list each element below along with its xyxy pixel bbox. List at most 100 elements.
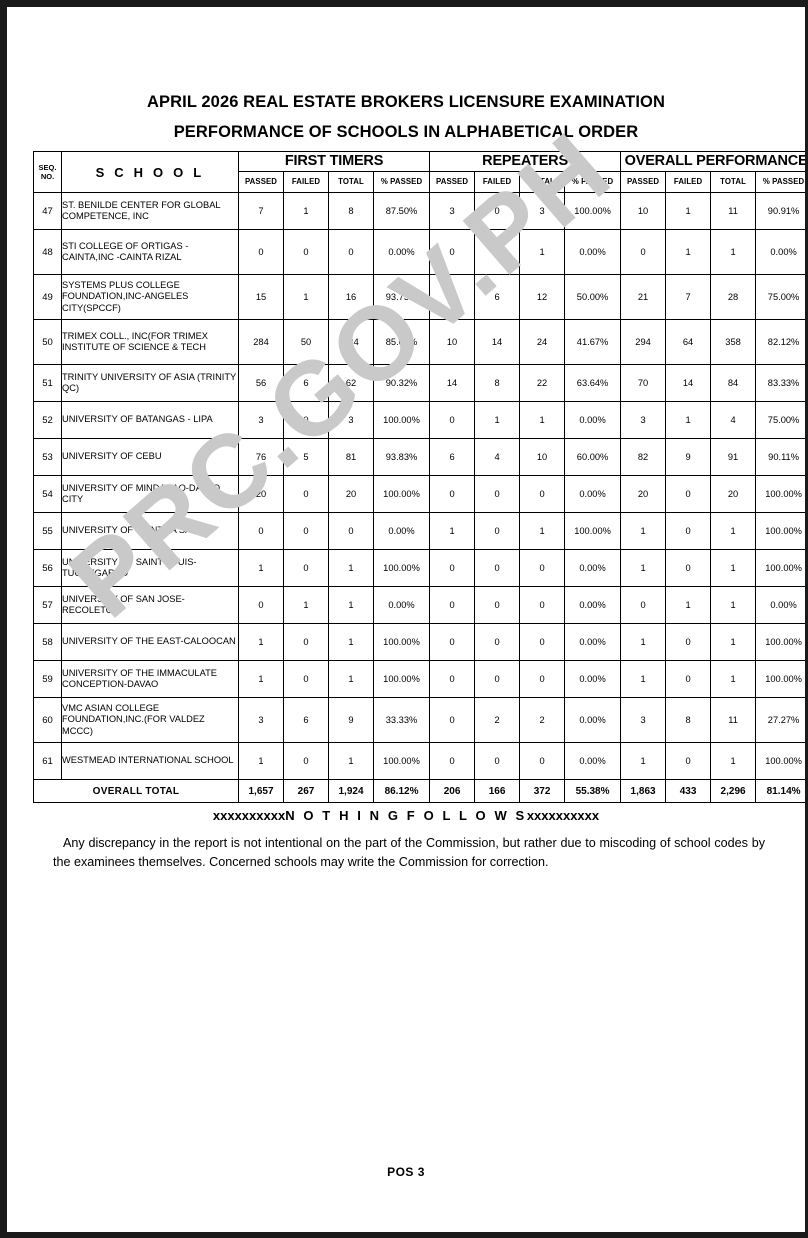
row-seq-no: 58 (33, 623, 62, 661)
row-ft-failed: 0 (283, 401, 329, 439)
row-ov-total: 91 (710, 438, 757, 476)
row-ov-failed: 1 (665, 586, 712, 624)
row-seq-no: 49 (33, 274, 62, 320)
row-rp-pct: 0.00% (564, 586, 622, 624)
row-ft-failed: 0 (283, 549, 329, 587)
row-rp-passed: 1 (429, 512, 476, 550)
row-ov-total: 84 (710, 364, 757, 402)
school-performance-table: SEQ. NO. S C H O O L FIRST TIMERS REPEAT… (33, 151, 805, 803)
column-group-header-overall-performance: OVERALL PERFORMANCE (620, 151, 805, 172)
column-header-ov-failed: FAILED (665, 171, 712, 193)
row-seq-no: 48 (33, 229, 62, 275)
row-rp-total: 0 (519, 475, 566, 513)
row-ft-failed: 50 (283, 319, 329, 365)
row-ft-pct: 100.00% (372, 742, 431, 780)
row-ov-passed: 1 (620, 623, 667, 661)
row-ft-total: 334 (328, 319, 374, 365)
row-ft-pct: 0.00% (372, 586, 431, 624)
row-ft-total: 1 (328, 623, 374, 661)
row-rp-pct: 0.00% (564, 697, 622, 743)
row-rp-pct: 100.00% (564, 192, 622, 230)
row-rp-failed: 6 (474, 274, 521, 320)
row-ft-pct: 100.00% (372, 549, 431, 587)
page-title-line-2: PERFORMANCE OF SCHOOLS IN ALPHABETICAL O… (173, 123, 639, 141)
row-seq-no: 56 (33, 549, 62, 587)
row-rp-total: 0 (519, 660, 566, 698)
row-rp-failed: 1 (474, 229, 521, 275)
row-rp-pct: 0.00% (564, 660, 622, 698)
row-rp-pct: 0.00% (564, 623, 622, 661)
row-ov-passed: 294 (620, 319, 667, 365)
row-ft-failed: 0 (283, 742, 329, 780)
row-ft-total: 16 (328, 274, 374, 320)
row-ov-failed: 0 (665, 549, 712, 587)
row-rp-failed: 0 (474, 623, 521, 661)
row-school-name: TRINITY UNIVERSITY OF ASIA (TRINITY QC) (61, 364, 239, 402)
row-ov-passed: 0 (620, 229, 667, 275)
row-ov-pct: 100.00% (755, 623, 805, 661)
row-rp-passed: 0 (429, 475, 476, 513)
row-rp-passed: 14 (429, 364, 476, 402)
row-rp-total: 12 (519, 274, 566, 320)
row-ov-passed: 21 (620, 274, 667, 320)
row-ft-pct: 100.00% (372, 660, 431, 698)
table-row: 59 UNIVERSITY OF THE IMMACULATE CONCEPTIO… (33, 660, 805, 698)
column-header-rp-total: TOTAL (519, 171, 566, 193)
row-ft-passed: 15 (238, 274, 284, 320)
row-ov-failed: 0 (665, 475, 712, 513)
row-seq-no: 57 (33, 586, 62, 624)
row-ft-total: 1 (328, 660, 374, 698)
row-school-name: TRIMEX COLL., INC(FOR TRIMEX INSTITUTE O… (61, 319, 239, 365)
row-ft-failed: 6 (283, 364, 329, 402)
row-ov-passed: 3 (620, 697, 667, 743)
row-rp-failed: 0 (474, 192, 521, 230)
row-rp-passed: 0 (429, 401, 476, 439)
row-rp-failed: 0 (474, 660, 521, 698)
row-rp-passed: 0 (429, 229, 476, 275)
nothing-follows-suffix: xxxxxxxxxx (526, 808, 600, 823)
table-row: 55 UNIVERSITY OF SAINT LA SALLE 0 0 0 0.00% 1 0… (33, 512, 805, 550)
row-ov-pct: 90.91% (755, 192, 805, 230)
row-ov-failed: 1 (665, 192, 712, 230)
row-rp-passed: 6 (429, 274, 476, 320)
row-ft-pct: 0.00% (372, 512, 431, 550)
overall-total-ft-failed: 267 (283, 779, 329, 803)
row-ov-passed: 1 (620, 512, 667, 550)
row-rp-pct: 0.00% (564, 229, 622, 275)
table-body: 47 ST. BENILDE CENTER FOR GLOBAL COMPETEN… (33, 192, 805, 780)
row-seq-no: 51 (33, 364, 62, 402)
row-ft-total: 81 (328, 438, 374, 476)
row-rp-passed: 0 (429, 660, 476, 698)
performance-table-container: SEQ. NO. S C H O O L FIRST TIMERS REPEAT… (33, 151, 805, 803)
row-ov-total: 28 (710, 274, 757, 320)
column-header-ft-failed: FAILED (283, 171, 329, 193)
row-ft-pct: 100.00% (372, 623, 431, 661)
row-ft-failed: 0 (283, 475, 329, 513)
row-ft-passed: 0 (238, 512, 284, 550)
disclaimer-text: Any discrepancy in the report is not int… (53, 834, 765, 872)
row-rp-passed: 0 (429, 549, 476, 587)
disclaimer-body: Any discrepancy in the report is not int… (53, 836, 765, 869)
row-ft-total: 3 (328, 401, 374, 439)
column-header-ft-passed: PASSED (238, 171, 284, 193)
row-school-name: UNIVERSITY OF THE IMMACULATE CONCEPTION-… (61, 660, 239, 698)
row-ov-total: 358 (710, 319, 757, 365)
row-rp-total: 10 (519, 438, 566, 476)
row-seq-no: 52 (33, 401, 62, 439)
row-ft-total: 1 (328, 742, 374, 780)
row-rp-pct: 60.00% (564, 438, 622, 476)
row-rp-passed: 0 (429, 697, 476, 743)
row-ov-failed: 0 (665, 623, 712, 661)
row-rp-passed: 3 (429, 192, 476, 230)
row-ov-failed: 0 (665, 660, 712, 698)
row-ov-failed: 9 (665, 438, 712, 476)
row-ft-pct: 0.00% (372, 229, 431, 275)
table-header: SEQ. NO. S C H O O L FIRST TIMERS REPEAT… (33, 151, 805, 193)
row-rp-total: 22 (519, 364, 566, 402)
row-rp-pct: 0.00% (564, 475, 622, 513)
row-rp-pct: 100.00% (564, 512, 622, 550)
row-ft-total: 62 (328, 364, 374, 402)
table-header-group-row: SEQ. NO. S C H O O L FIRST TIMERS REPEAT… (33, 151, 805, 193)
row-ft-pct: 100.00% (372, 401, 431, 439)
row-ov-total: 11 (710, 697, 757, 743)
